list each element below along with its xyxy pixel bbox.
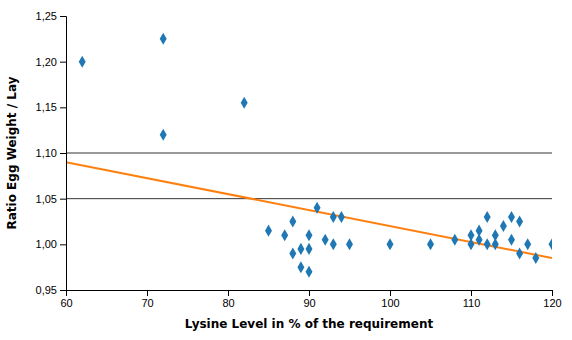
scatter-point [476, 234, 483, 246]
x-tick: 120 [543, 290, 561, 309]
y-tick-mark [60, 16, 66, 17]
scatter-point [289, 247, 296, 259]
scatter-point [306, 229, 313, 241]
y-tick-label: 1,05 [36, 193, 57, 205]
plot-area [66, 33, 552, 278]
scatter-point [160, 129, 167, 141]
reference-line [66, 153, 552, 154]
y-tick-label: 1,00 [36, 238, 57, 250]
x-tick-mark [147, 290, 148, 296]
y-axis-line [60, 17, 67, 291]
scatter-point [500, 220, 507, 232]
x-tick-label: 70 [141, 297, 153, 309]
scatter-point [508, 234, 515, 246]
scatter-point [330, 211, 337, 223]
scatter-point [451, 234, 458, 246]
x-tick: 80 [222, 290, 234, 309]
scatter-point [492, 238, 499, 250]
scatter-point [281, 229, 288, 241]
scatter-point [265, 225, 272, 237]
y-tick-label: 1,20 [36, 56, 57, 68]
y-tick: 1,10 [36, 147, 66, 159]
x-tick-mark [390, 290, 391, 296]
scatter-point [484, 211, 491, 223]
y-tick-mark [60, 199, 66, 200]
x-tick-label: 90 [303, 297, 315, 309]
x-tick-mark [471, 290, 472, 296]
scatter-point [484, 238, 491, 250]
scatter-point [306, 243, 313, 255]
scatter-point [330, 238, 337, 250]
scatter-point [314, 202, 321, 214]
y-tick-mark [60, 107, 66, 108]
scatter-point [306, 266, 313, 278]
scatter-point [241, 97, 248, 109]
x-tick-mark [552, 290, 553, 296]
y-tick: 0,95 [36, 284, 66, 296]
x-tick: 100 [381, 290, 399, 309]
x-tick-label: 100 [381, 297, 399, 309]
x-tick: 90 [303, 290, 315, 309]
scatter-point [346, 238, 353, 250]
scatter-point [549, 238, 552, 250]
y-tick-mark [60, 244, 66, 245]
scatter-point [322, 234, 329, 246]
y-tick-mark [60, 153, 66, 154]
y-tick: 1,20 [36, 56, 66, 68]
x-tick-label: 60 [60, 297, 72, 309]
scatter-point [516, 215, 523, 227]
y-tick: 1,15 [36, 101, 66, 113]
scatter-point [468, 238, 475, 250]
scatter-point [297, 243, 304, 255]
y-axis-title: Ratio Egg Weight / Lay [5, 76, 19, 229]
x-tick-mark [228, 290, 229, 296]
scatter-point [524, 238, 531, 250]
scatter-point [508, 211, 515, 223]
x-tick: 70 [141, 290, 153, 309]
scatter-point [532, 252, 539, 264]
x-tick-mark [309, 290, 310, 296]
x-tick-label: 120 [543, 297, 561, 309]
y-axis: 0,95 1,00 1,05 1,10 1,15 1,20 1,25 [36, 10, 67, 296]
y-tick: 1,25 [36, 10, 66, 22]
reference-line [66, 198, 552, 199]
scatter-point [387, 238, 394, 250]
y-tick: 1,05 [36, 193, 66, 205]
scatter-point [427, 238, 434, 250]
y-tick-label: 1,10 [36, 147, 57, 159]
y-tick-label: 1,15 [36, 101, 57, 113]
scatter-point [289, 215, 296, 227]
y-tick-label: 0,95 [36, 284, 57, 296]
x-axis: 60 70 80 90 100 110 120 [60, 290, 561, 309]
x-tick-label: 110 [463, 297, 481, 309]
x-axis-line [67, 291, 553, 297]
y-tick-label: 1,25 [36, 10, 57, 22]
scatter-point [338, 211, 345, 223]
scatter-point [297, 261, 304, 273]
scatter-point [79, 56, 86, 68]
x-axis-title: Lysine Level in % of the requirement [185, 317, 434, 331]
y-tick-mark [60, 62, 66, 63]
trend-line [66, 162, 552, 258]
chart: 60 70 80 90 100 110 120 0,95 1,00 1,05 1,10 1,15 1,2… [0, 0, 572, 340]
x-tick: 110 [463, 290, 481, 309]
y-tick-mark [60, 290, 66, 291]
x-tick-label: 80 [222, 297, 234, 309]
scatter-point [160, 33, 167, 45]
x-tick: 60 [60, 290, 72, 309]
y-tick: 1,00 [36, 238, 66, 250]
scatter-point [516, 247, 523, 259]
